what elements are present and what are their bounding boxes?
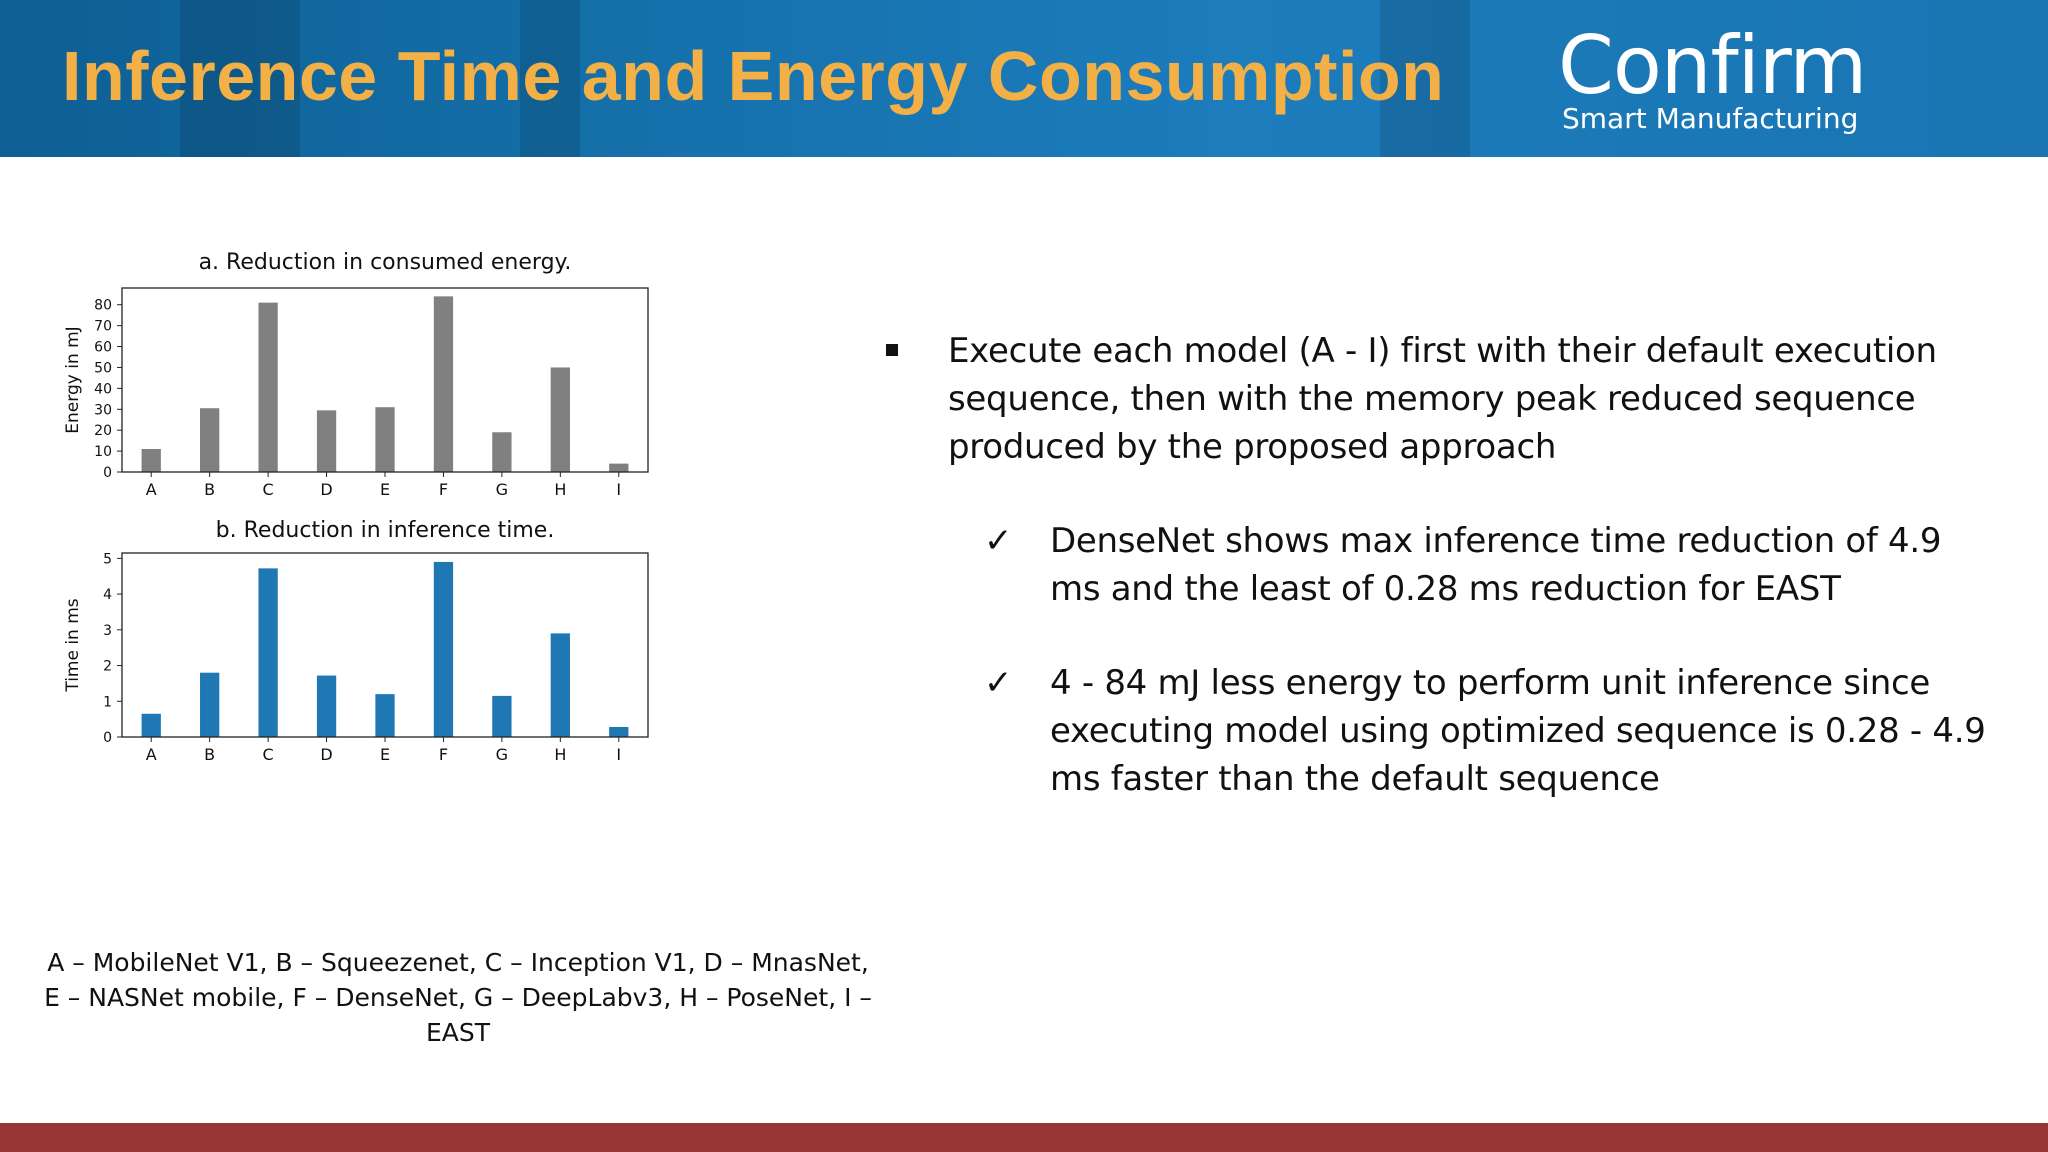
energy-ytick-label-40: 40 (94, 381, 112, 397)
time-xtick-label-A: A (146, 745, 157, 764)
bullet-sub-2: ✓ 4 - 84 mJ less energy to perform unit … (880, 659, 2000, 803)
energy-bar-G (492, 432, 512, 472)
header-shade (1380, 0, 1470, 157)
energy-bar-I (609, 463, 629, 472)
bullet-main: Execute each model (A - I) first with th… (880, 327, 2000, 471)
logo-sub-text: Smart Manufacturing (1562, 102, 1859, 135)
energy-xtick-label-A: A (146, 480, 157, 499)
time-xtick-label-C: C (263, 745, 274, 764)
energy-bar-F (433, 296, 454, 472)
energy-chart-title: a. Reduction in consumed energy. (199, 250, 572, 275)
time-ytick-label-0: 0 (103, 730, 112, 746)
time-bar-C (258, 568, 278, 737)
energy-ytick-label-70: 70 (94, 319, 112, 335)
energy-xtick-label-F: F (439, 480, 448, 499)
caption-line-1: A – MobileNet V1, B – Squeezenet, C – In… (47, 948, 869, 977)
energy-ytick-label-10: 10 (94, 444, 112, 460)
time-bar-I (609, 726, 629, 737)
bullet-sub-1-text: DenseNet shows max inference time reduct… (1050, 521, 1942, 609)
check-icon: ✓ (984, 663, 1013, 703)
check-icon: ✓ (984, 521, 1013, 561)
confirm-logo: Confirm Smart Manufacturing (1558, 22, 1978, 134)
time-ytick-label-3: 3 (103, 623, 112, 639)
time-ytick-label-2: 2 (103, 659, 112, 675)
energy-xtick-label-D: D (320, 480, 332, 499)
energy-xtick-label-B: B (204, 480, 215, 499)
header-shade (180, 0, 300, 157)
time-xtick-label-I: I (616, 745, 621, 764)
model-legend-caption: A – MobileNet V1, B – Squeezenet, C – In… (28, 945, 888, 1050)
energy-xtick-label-C: C (263, 480, 274, 499)
time-bar-B (200, 672, 220, 737)
time-bar-A (141, 713, 161, 737)
bullet-list: Execute each model (A - I) first with th… (880, 327, 2000, 803)
energy-xtick-label-E: E (380, 480, 390, 499)
time-xtick-label-H: H (554, 745, 566, 764)
time-xtick-label-G: G (496, 745, 508, 764)
energy-ytick-label-80: 80 (94, 298, 112, 314)
time-bar-H (550, 633, 570, 737)
bullet-sub-1: ✓ DenseNet shows max inference time redu… (880, 517, 2000, 613)
time-bar-E (375, 694, 395, 737)
energy-plot-frame (121, 287, 649, 473)
energy-xtick-label-H: H (554, 480, 566, 499)
time-bar-G (492, 695, 512, 737)
energy-bar-E (375, 407, 395, 472)
logo-main-text: Confirm (1558, 19, 1867, 112)
square-bullet-icon (886, 344, 898, 356)
energy-ytick-label-60: 60 (94, 340, 112, 356)
figure-area: a. Reduction in consumed energy. A B C D E F G H… (28, 225, 888, 1047)
slide-header: Inference Time and Energy Consumption Co… (0, 0, 2048, 157)
footer-bar (0, 1123, 2048, 1152)
time-xtick-label-E: E (380, 745, 390, 764)
slide-title: Inference Time and Energy Consumption (62, 37, 1445, 115)
time-y-axis-label: Time in ms (63, 598, 83, 692)
energy-xtick-label-G: G (496, 480, 508, 499)
energy-xtick-label-I: I (616, 480, 621, 499)
energy-bar-B (200, 408, 220, 472)
time-bar-F (433, 561, 454, 737)
header-shade (520, 0, 580, 157)
energy-ytick-label-50: 50 (94, 360, 112, 376)
energy-bar-A (141, 449, 161, 472)
time-ytick-label-5: 5 (103, 551, 112, 567)
time-xtick-label-D: D (320, 745, 332, 764)
time-xtick-label-F: F (439, 745, 448, 764)
energy-bar-D (316, 410, 337, 472)
energy-ytick-label-20: 20 (94, 423, 112, 439)
bar-charts: a. Reduction in consumed energy. A B C D E F G H… (63, 250, 649, 764)
caption-line-2: E – NASNet mobile, F – DenseNet, G – Dee… (44, 983, 872, 1047)
time-ytick-label-1: 1 (103, 694, 112, 710)
bullet-main-text: Execute each model (A - I) first with th… (948, 331, 1937, 467)
time-ytick-label-4: 4 (103, 587, 112, 603)
energy-bar-C (258, 302, 278, 472)
time-xtick-label-B: B (204, 745, 215, 764)
time-chart-title: b. Reduction in inference time. (216, 518, 555, 543)
time-plot-frame (121, 552, 649, 738)
bullet-sub-2-text: 4 - 84 mJ less energy to perform unit in… (1050, 663, 1986, 799)
energy-y-axis-label: Energy in mJ (63, 326, 83, 433)
time-bar-D (316, 675, 337, 737)
energy-ytick-label-30: 30 (94, 402, 112, 418)
energy-ytick-label-0: 0 (103, 465, 112, 481)
energy-bar-H (550, 367, 570, 472)
